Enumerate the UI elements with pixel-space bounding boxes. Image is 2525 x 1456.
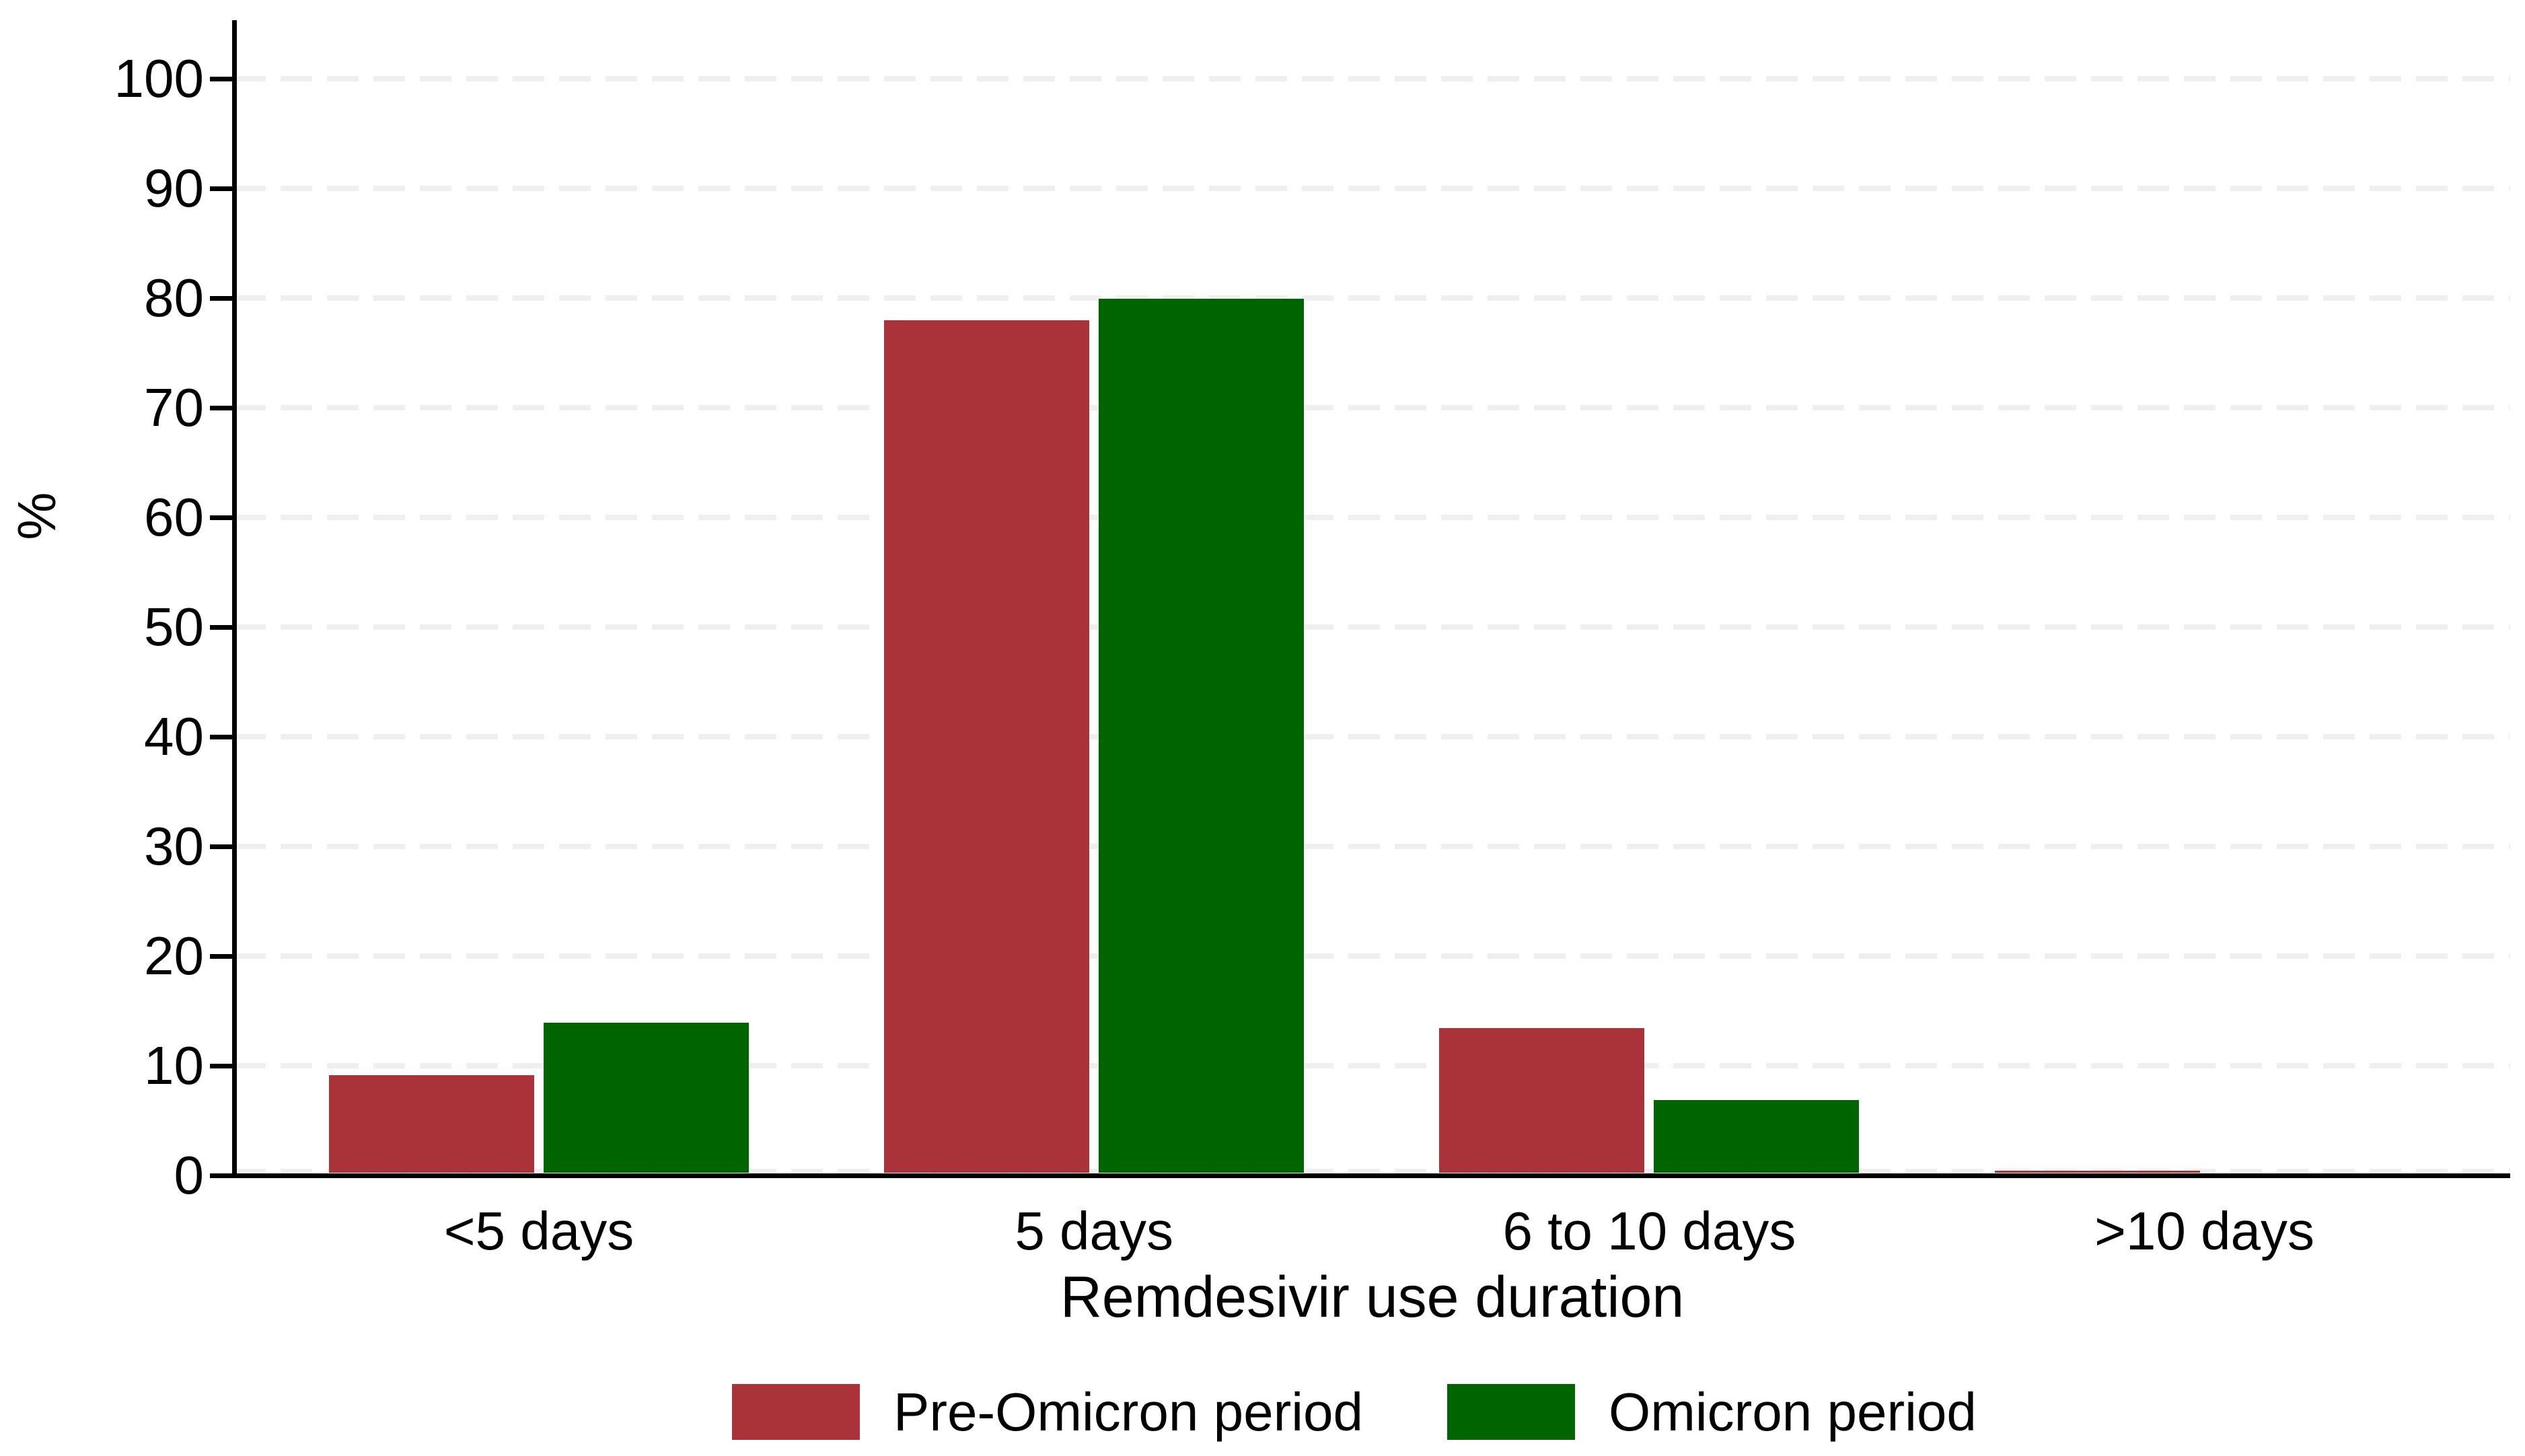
bar-series1-cat0 [544, 1023, 749, 1173]
gridline-20 [234, 953, 2510, 959]
gridline-10 [234, 1063, 2510, 1068]
gridline-90 [234, 186, 2510, 191]
bar-series1-cat1 [1099, 299, 1304, 1173]
gridline-60 [234, 515, 2510, 520]
y-tick-50 [209, 624, 232, 630]
y-tick-label-80: 80 [144, 268, 204, 328]
y-tick-20 [209, 953, 232, 959]
legend-label-1: Omicron period [1609, 1382, 1977, 1442]
y-tick-90 [209, 186, 232, 191]
gridline-0 [234, 1169, 2510, 1174]
x-category-label-1: 5 days [1015, 1201, 1174, 1261]
y-tick-label-40: 40 [144, 706, 204, 766]
y-axis-line [231, 20, 237, 1178]
legend: Pre-Omicron period Omicron period [732, 1384, 1977, 1440]
gridline-100 [234, 76, 2510, 81]
x-category-label-0: <5 days [443, 1201, 634, 1261]
gridline-70 [234, 405, 2510, 410]
y-tick-30 [209, 844, 232, 849]
y-tick-100 [209, 76, 232, 81]
bar-series1-cat2 [1654, 1100, 1859, 1173]
y-tick-80 [209, 295, 232, 301]
y-tick-label-10: 10 [144, 1035, 204, 1095]
legend-swatch-1 [1447, 1384, 1576, 1440]
y-tick-label-20: 20 [144, 926, 204, 986]
x-category-label-3: >10 days [2094, 1201, 2315, 1261]
gridline-80 [234, 295, 2510, 301]
y-tick-40 [209, 734, 232, 739]
gridline-40 [234, 734, 2510, 739]
x-category-label-2: 6 to 10 days [1502, 1201, 1796, 1261]
gridline-50 [234, 624, 2510, 630]
y-tick-10 [209, 1063, 232, 1068]
legend-swatch-0 [732, 1384, 860, 1440]
x-axis-title: Remdesivir use duration [1060, 1265, 1685, 1330]
y-tick-label-100: 100 [114, 48, 204, 108]
y-tick-label-0: 0 [174, 1145, 205, 1205]
y-tick-label-50: 50 [144, 597, 204, 657]
y-tick-label-70: 70 [144, 377, 204, 437]
y-tick-label-60: 60 [144, 487, 204, 547]
y-tick-label-30: 30 [144, 816, 204, 876]
y-axis-title: % [7, 492, 67, 540]
legend-entry-0: Pre-Omicron period [732, 1384, 1363, 1440]
gridline-30 [234, 844, 2510, 849]
legend-label-0: Pre-Omicron period [893, 1382, 1364, 1442]
x-axis-line [231, 1173, 2510, 1178]
y-tick-0 [209, 1173, 232, 1178]
y-tick-60 [209, 515, 232, 520]
y-tick-70 [209, 405, 232, 410]
legend-entry-1: Omicron period [1447, 1384, 1977, 1440]
bar-series0-cat2 [1439, 1028, 1644, 1173]
bar-series0-cat0 [329, 1075, 534, 1173]
bar-series0-cat3 [1995, 1171, 2200, 1173]
y-tick-label-90: 90 [144, 158, 204, 218]
bar-series0-cat1 [884, 320, 1089, 1173]
